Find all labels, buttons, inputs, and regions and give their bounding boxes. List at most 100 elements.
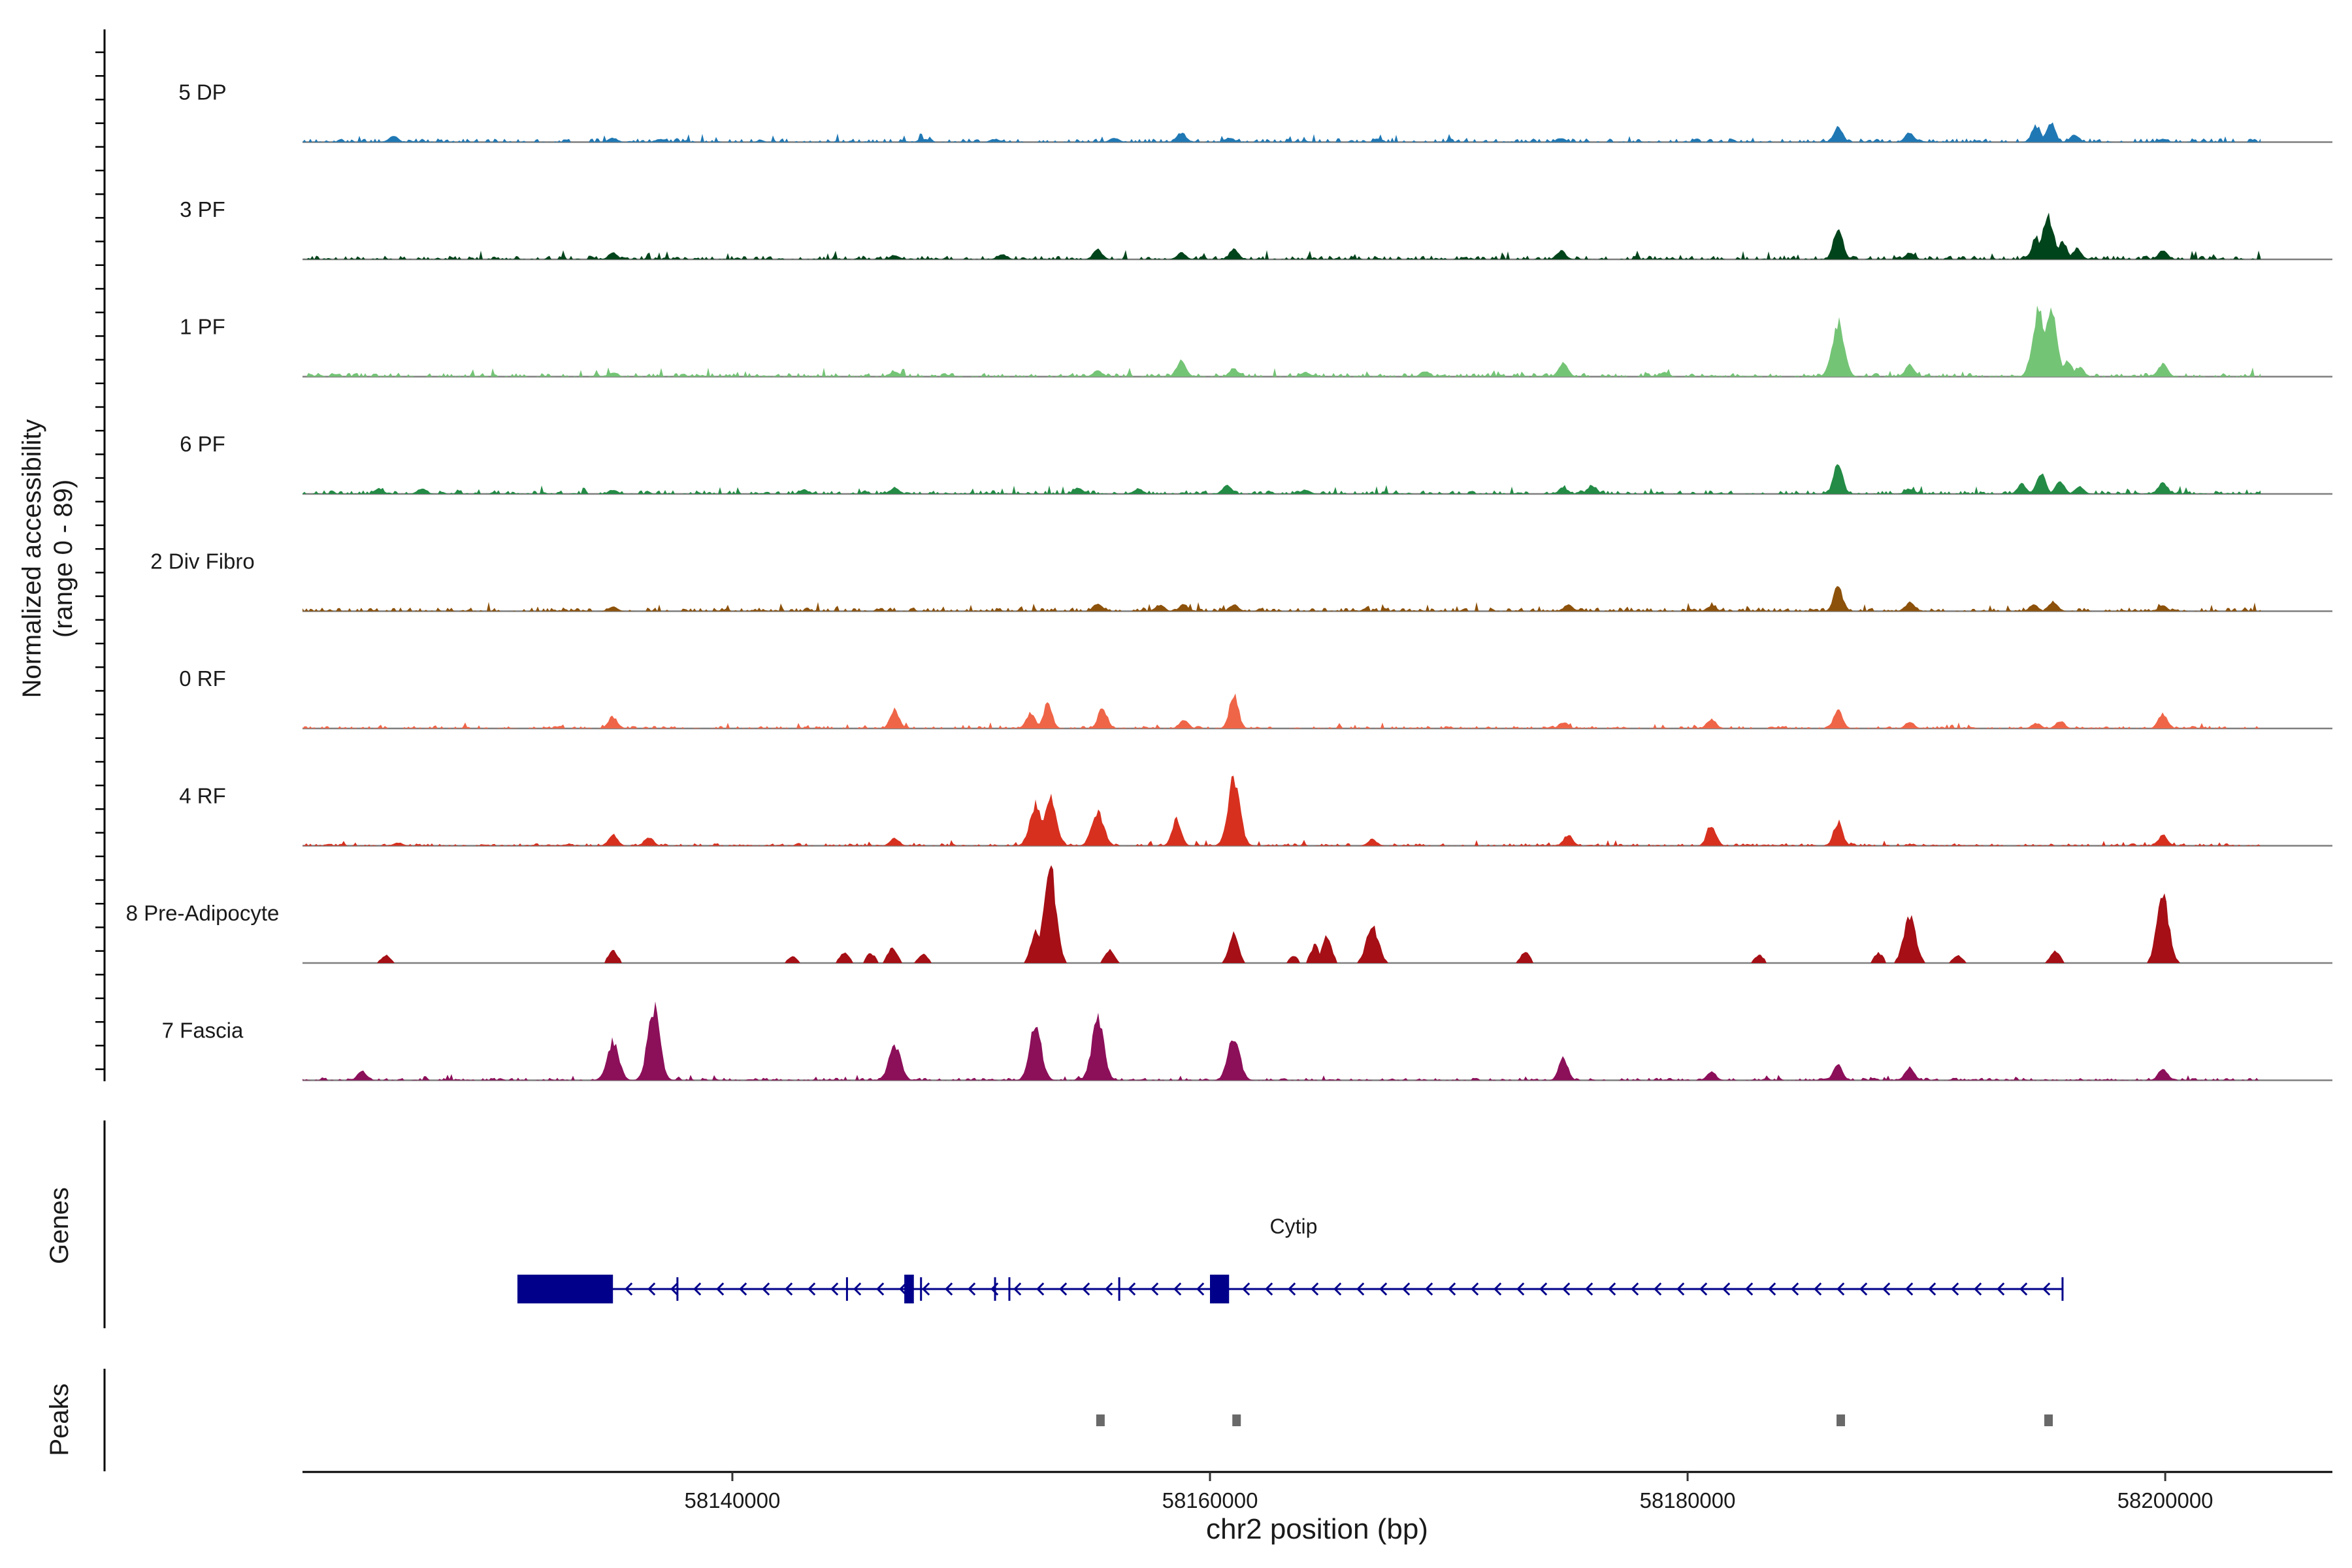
x-axis-title: chr2 position (bp) bbox=[1206, 1513, 1428, 1545]
strand-chevron bbox=[1265, 1282, 1273, 1296]
strand-chevron bbox=[1676, 1282, 1685, 1296]
strand-chevron bbox=[1036, 1282, 1045, 1296]
track-label: 3 PF bbox=[180, 197, 225, 221]
gene-model-cytip bbox=[517, 1275, 2064, 1303]
peaks-panel-label: Peaks bbox=[45, 1383, 74, 1456]
x-tick-label: 58180000 bbox=[1640, 1488, 1736, 1512]
strand-chevron bbox=[1837, 1282, 1845, 1296]
gene-exon bbox=[517, 1275, 613, 1303]
strand-chevron bbox=[1082, 1282, 1090, 1296]
track-label: 0 RF bbox=[179, 666, 226, 691]
strand-chevron bbox=[1288, 1282, 1296, 1296]
strand-chevron bbox=[1379, 1282, 1388, 1296]
strand-chevron bbox=[1356, 1282, 1365, 1296]
genes-panel-label: Genes bbox=[45, 1187, 74, 1264]
coverage-area bbox=[302, 305, 2261, 377]
x-axis: 58140000 58160000 58180000 58200000 chr2 po… bbox=[302, 1471, 2332, 1545]
strand-chevron bbox=[1013, 1282, 1022, 1296]
strand-chevron bbox=[2019, 1282, 2028, 1296]
track-1-pf: 1 PF bbox=[180, 305, 2332, 378]
x-axis-ticks: 58140000 58160000 58180000 58200000 bbox=[685, 1472, 2213, 1512]
track-4-rf: 4 RF bbox=[179, 776, 2332, 847]
peak-region bbox=[2044, 1414, 2053, 1426]
strand-chevron bbox=[1494, 1282, 1502, 1296]
strand-chevron bbox=[1173, 1282, 1182, 1296]
strand-chevron bbox=[1105, 1282, 1113, 1296]
strand-chevron bbox=[1928, 1282, 1936, 1296]
strand-chevron bbox=[1722, 1282, 1731, 1296]
strand-chevron bbox=[876, 1282, 885, 1296]
coverage-area bbox=[302, 1001, 2261, 1081]
track-2-div-fibro: 2 Div Fibro bbox=[150, 549, 2332, 612]
x-tick-label: 58140000 bbox=[685, 1488, 781, 1512]
coverage-area bbox=[302, 776, 2261, 846]
strand-chevron bbox=[1059, 1282, 1068, 1296]
track-label: 4 RF bbox=[179, 784, 226, 808]
strand-chevron bbox=[1654, 1282, 1662, 1296]
strand-chevron bbox=[1974, 1282, 1982, 1296]
track-3-pf: 3 PF bbox=[180, 197, 2332, 261]
strand-chevron bbox=[2042, 1282, 2051, 1296]
strand-chevron bbox=[853, 1282, 862, 1296]
strand-chevron bbox=[808, 1282, 816, 1296]
coverage-area bbox=[302, 586, 2261, 612]
coverage-area bbox=[302, 464, 2261, 494]
strand-chevron bbox=[785, 1282, 793, 1296]
gene-name-label: Cytip bbox=[1270, 1215, 1318, 1238]
strand-chevron bbox=[1516, 1282, 1525, 1296]
strand-chevron bbox=[647, 1282, 656, 1296]
strand-chevron bbox=[945, 1282, 953, 1296]
strand-chevron bbox=[1196, 1282, 1205, 1296]
gene-exon bbox=[904, 1275, 914, 1303]
strand-chevron bbox=[1882, 1282, 1891, 1296]
strand-chevron bbox=[625, 1282, 633, 1296]
strand-chevron bbox=[968, 1282, 976, 1296]
strand-chevron bbox=[830, 1282, 839, 1296]
track-0-rf: 0 RF bbox=[179, 666, 2332, 730]
coverage-y-axis bbox=[95, 29, 106, 1081]
peak-region bbox=[1096, 1414, 1105, 1426]
track-label: 8 Pre-Adipocyte bbox=[126, 901, 280, 925]
strand-chevron bbox=[1814, 1282, 1822, 1296]
coverage-tracks: 5 DP 3 PF 1 PF 6 PF 2 Div Fibro 0 RF 4 RF 8 Pre… bbox=[126, 80, 2332, 1081]
x-tick-label: 58200000 bbox=[2117, 1488, 2213, 1512]
strand-chevron bbox=[1859, 1282, 1868, 1296]
strand-chevron bbox=[1242, 1282, 1250, 1296]
strand-chevron bbox=[1905, 1282, 1914, 1296]
peak-region bbox=[1232, 1414, 1241, 1426]
peak-region bbox=[1837, 1414, 1846, 1426]
track-7-fascia: 7 Fascia bbox=[162, 1001, 2332, 1081]
strand-chevron bbox=[1951, 1282, 1959, 1296]
strand-chevron bbox=[1699, 1282, 1708, 1296]
strand-chevron bbox=[762, 1282, 770, 1296]
y-axis-label-line2: (range 0 - 89) bbox=[49, 480, 78, 638]
track-label: 2 Div Fibro bbox=[150, 549, 255, 574]
strand-chevron bbox=[1425, 1282, 1433, 1296]
track-label: 1 PF bbox=[180, 315, 225, 339]
peak-regions bbox=[1096, 1414, 2053, 1426]
strand-chevron bbox=[1151, 1282, 1159, 1296]
y-axis-label-group: Normalized accessibility (range 0 - 89) bbox=[18, 419, 78, 698]
strand-chevron bbox=[1539, 1282, 1548, 1296]
strand-chevron bbox=[1471, 1282, 1479, 1296]
strand-chevron bbox=[1311, 1282, 1319, 1296]
track-5-dp: 5 DP bbox=[178, 80, 2332, 143]
x-tick-label: 58160000 bbox=[1162, 1488, 1258, 1512]
peaks-panel: Peaks bbox=[45, 1369, 2053, 1471]
strand-chevron bbox=[1997, 1282, 2005, 1296]
coverage-area bbox=[302, 693, 2261, 728]
coverage-area bbox=[302, 865, 2261, 963]
strand-chevron bbox=[1128, 1282, 1136, 1296]
track-label: 6 PF bbox=[180, 432, 225, 456]
strand-chevron bbox=[1768, 1282, 1776, 1296]
strand-chevron bbox=[1608, 1282, 1616, 1296]
track-6-pf: 6 PF bbox=[180, 432, 2332, 495]
strand-chevron bbox=[1402, 1282, 1411, 1296]
genes-panel: Genes Cytip bbox=[45, 1120, 2064, 1328]
strand-chevron bbox=[693, 1282, 702, 1296]
track-label: 7 Fascia bbox=[162, 1019, 244, 1043]
strand-chevron bbox=[1562, 1282, 1571, 1296]
strand-chevron bbox=[670, 1282, 679, 1296]
track-8-pre-adipocyte: 8 Pre-Adipocyte bbox=[126, 865, 2332, 964]
